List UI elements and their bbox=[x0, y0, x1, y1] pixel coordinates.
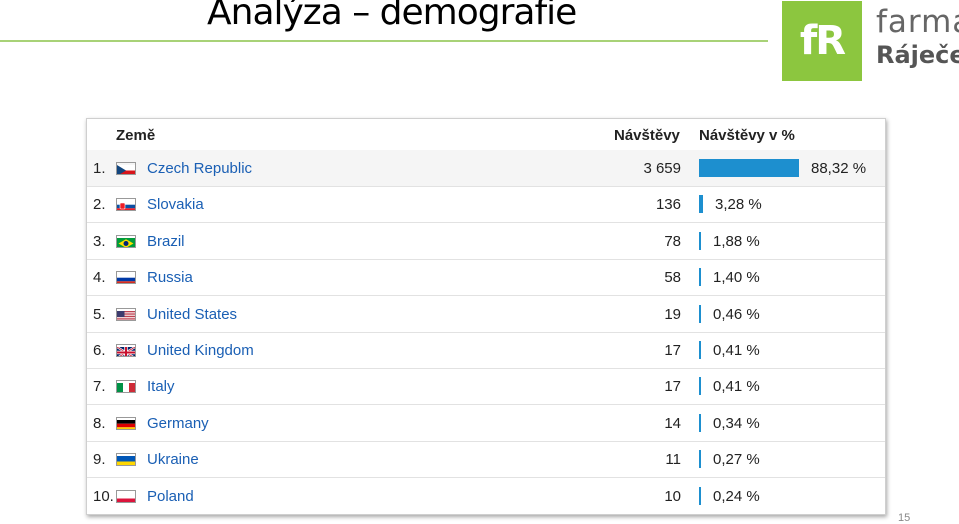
header-visits-percent[interactable]: Návštěvy v % bbox=[699, 127, 795, 144]
row-visits: 11 bbox=[665, 451, 681, 469]
row-visits: 19 bbox=[664, 305, 681, 323]
flag-sk-icon bbox=[116, 198, 136, 212]
row-rank: 7. bbox=[93, 378, 106, 396]
country-link[interactable]: Czech Republic bbox=[147, 160, 253, 177]
page-number: 15 bbox=[898, 512, 911, 524]
row-visits: 58 bbox=[664, 269, 681, 287]
visits-percent-bar bbox=[699, 231, 701, 250]
country-visits-table: Země Návštěvy Návštěvy v % 1. Czech Repub… bbox=[86, 118, 886, 515]
visits-percent-bar bbox=[699, 304, 701, 323]
flag-it-icon bbox=[116, 380, 136, 394]
table-row: 1. Czech Republic 3 659 88,32 % bbox=[87, 150, 885, 187]
logo-text-place: Ráječek bbox=[876, 41, 959, 69]
row-rank: 2. bbox=[93, 196, 106, 214]
row-rank: 4. bbox=[93, 269, 106, 287]
slide-title: Analýza – demografie bbox=[207, 0, 577, 33]
country-link[interactable]: Slovakia bbox=[147, 196, 204, 214]
row-visits: 17 bbox=[664, 342, 681, 359]
row-visits-percent: 0,41 % bbox=[713, 342, 760, 359]
flag-us-icon bbox=[116, 307, 136, 321]
table-row: 4. Russia 58 1,40 % bbox=[87, 259, 885, 297]
table-row: 6. United Kingdom 17 0,41 % bbox=[87, 332, 885, 369]
farma-rajecek-logo: fR farma Ráječek bbox=[782, 1, 959, 81]
table-row: 7. Italy 17 0,41 % bbox=[87, 368, 885, 406]
table-row: 9. Ukraine 11 0,27 % bbox=[87, 441, 885, 479]
row-visits-percent: 88,32 % bbox=[811, 160, 867, 177]
visits-percent-bar bbox=[699, 159, 799, 177]
header-visits[interactable]: Návštěvy bbox=[614, 127, 680, 144]
table-row: 10. Poland 10 0,24 % bbox=[87, 478, 885, 514]
visits-percent-bar bbox=[699, 341, 701, 359]
table-header: Země Návštěvy Návštěvy v % bbox=[87, 119, 885, 151]
flag-de-icon bbox=[116, 416, 136, 430]
title-underline bbox=[0, 40, 768, 42]
row-rank: 8. bbox=[93, 414, 106, 432]
visits-percent-bar bbox=[699, 486, 701, 505]
flag-br-icon bbox=[116, 234, 136, 248]
row-visits: 14 bbox=[664, 414, 681, 432]
table-row: 3. Brazil 78 1,88 % bbox=[87, 223, 885, 260]
row-rank: 6. bbox=[93, 342, 106, 359]
visits-percent-bar bbox=[699, 450, 701, 469]
visits-percent-bar bbox=[699, 413, 701, 432]
row-visits: 3 659 bbox=[643, 160, 681, 177]
country-link[interactable]: Italy bbox=[147, 378, 175, 396]
logo-text-farma: farma bbox=[876, 4, 959, 40]
row-rank: 3. bbox=[93, 232, 106, 250]
row-rank: 5. bbox=[93, 305, 106, 323]
row-visits-percent: 0,34 % bbox=[713, 414, 760, 432]
row-visits: 17 bbox=[664, 378, 681, 396]
table-row: 5. United States 19 0,46 % bbox=[87, 296, 885, 333]
table-row: 2. Slovakia 136 3,28 % bbox=[87, 186, 885, 224]
row-visits-percent: 0,27 % bbox=[713, 451, 760, 469]
header-country[interactable]: Země bbox=[116, 127, 156, 144]
row-visits-percent: 0,24 % bbox=[713, 487, 760, 505]
country-link[interactable]: Germany bbox=[147, 414, 209, 432]
row-visits: 136 bbox=[655, 196, 681, 214]
row-visits: 10 bbox=[664, 487, 681, 505]
country-link[interactable]: Russia bbox=[147, 269, 193, 287]
country-link[interactable]: Brazil bbox=[147, 232, 185, 250]
country-link[interactable]: Ukraine bbox=[147, 451, 199, 469]
row-visits-percent: 1,40 % bbox=[713, 269, 760, 287]
flag-cz-icon bbox=[116, 162, 136, 175]
country-link[interactable]: United States bbox=[147, 305, 238, 323]
row-rank: 1. bbox=[93, 160, 106, 177]
row-visits: 78 bbox=[664, 232, 681, 250]
row-visits-percent: 1,88 % bbox=[713, 232, 760, 250]
flag-ua-icon bbox=[116, 453, 136, 467]
flag-gb-icon bbox=[116, 344, 136, 357]
table-row: 8. Germany 14 0,34 % bbox=[87, 405, 885, 442]
flag-pl-icon bbox=[116, 489, 136, 503]
row-visits-percent: 0,46 % bbox=[713, 305, 760, 323]
row-rank: 10. bbox=[93, 487, 114, 505]
country-link[interactable]: United Kingdom bbox=[147, 342, 254, 359]
flag-ru-icon bbox=[116, 271, 136, 285]
country-link[interactable]: Poland bbox=[147, 487, 194, 505]
row-visits-percent: 3,28 % bbox=[715, 196, 762, 214]
row-rank: 9. bbox=[93, 451, 106, 469]
logo-mark: fR bbox=[782, 1, 862, 81]
row-visits-percent: 0,41 % bbox=[713, 378, 760, 396]
visits-percent-bar bbox=[699, 268, 701, 287]
visits-percent-bar bbox=[699, 377, 701, 396]
visits-percent-bar bbox=[699, 195, 703, 214]
